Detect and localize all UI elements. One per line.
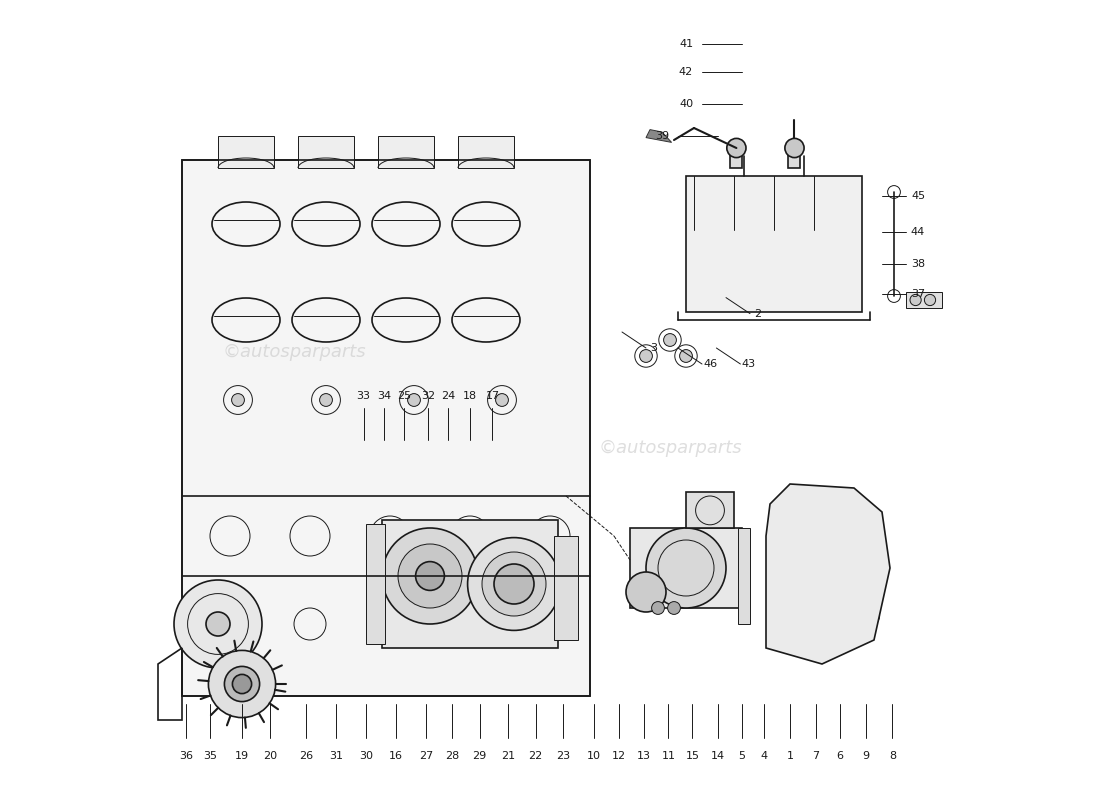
Text: 18: 18 [463,391,477,401]
Circle shape [910,294,921,306]
Bar [366,524,385,644]
Bar [788,148,800,168]
Text: 22: 22 [528,751,542,761]
Text: 36: 36 [179,751,192,761]
Circle shape [208,650,276,718]
Circle shape [626,572,666,612]
Bar [458,136,514,168]
Circle shape [398,544,462,608]
Bar [686,492,734,528]
Text: 44: 44 [911,227,925,237]
Circle shape [320,394,332,406]
Circle shape [232,674,252,694]
Text: 30: 30 [359,751,373,761]
Text: 19: 19 [235,751,249,761]
Circle shape [785,138,804,158]
Text: 5: 5 [738,751,746,761]
Text: 43: 43 [741,359,756,369]
Circle shape [663,334,676,346]
Circle shape [468,538,560,630]
Circle shape [866,612,874,620]
Text: 26: 26 [299,751,314,761]
Bar [554,536,578,640]
Text: 6: 6 [836,751,843,761]
Circle shape [494,564,534,604]
Text: 40: 40 [679,99,693,109]
Text: 39: 39 [654,131,669,141]
Text: 1: 1 [786,751,793,761]
Text: 37: 37 [911,289,925,298]
Text: ©autosparparts: ©autosparparts [222,343,366,361]
Text: 15: 15 [685,751,700,761]
Circle shape [382,528,478,624]
Circle shape [651,602,664,614]
Bar [298,136,354,168]
Circle shape [646,528,726,608]
Text: 21: 21 [502,751,516,761]
Text: 28: 28 [446,751,460,761]
Circle shape [224,666,260,702]
Circle shape [924,294,936,306]
Circle shape [639,350,652,362]
Text: 38: 38 [911,259,925,269]
Bar [730,148,743,168]
Circle shape [416,562,444,590]
Text: 9: 9 [862,751,870,761]
Bar [686,176,862,312]
Circle shape [727,138,746,158]
Text: 45: 45 [911,191,925,201]
Circle shape [866,540,874,548]
Circle shape [408,394,420,406]
Text: 34: 34 [377,391,392,401]
Circle shape [782,628,790,636]
Text: 11: 11 [661,751,675,761]
Text: 32: 32 [421,391,436,401]
Bar [378,136,434,168]
Text: 3: 3 [650,343,658,353]
Polygon shape [906,292,942,308]
Circle shape [482,552,546,616]
Text: 13: 13 [637,751,650,761]
Text: 7: 7 [812,751,820,761]
Circle shape [496,394,508,406]
Bar [630,528,742,608]
Text: 2: 2 [755,309,761,318]
Text: 14: 14 [711,751,725,761]
Circle shape [782,516,790,524]
Text: 42: 42 [679,67,693,77]
Text: 17: 17 [485,391,499,401]
Bar [218,136,274,168]
Circle shape [680,350,692,362]
Text: 35: 35 [204,751,217,761]
Circle shape [668,602,681,614]
Text: 46: 46 [703,359,717,369]
Bar [738,528,750,624]
Text: 29: 29 [473,751,486,761]
Text: 23: 23 [556,751,570,761]
Text: 41: 41 [679,39,693,49]
Text: 20: 20 [263,751,277,761]
Text: 12: 12 [612,751,626,761]
Polygon shape [646,130,672,142]
Text: 4: 4 [761,751,768,761]
Bar [182,160,590,696]
Circle shape [232,394,244,406]
Circle shape [174,580,262,668]
Text: 24: 24 [441,391,455,401]
Polygon shape [182,160,590,696]
Text: 33: 33 [356,391,371,401]
Bar [382,520,558,648]
Text: 25: 25 [397,391,411,401]
Text: ©autosparparts: ©autosparparts [598,439,741,457]
Text: 27: 27 [419,751,433,761]
Polygon shape [766,484,890,664]
Text: 16: 16 [388,751,403,761]
Text: 10: 10 [587,751,601,761]
Text: 31: 31 [329,751,343,761]
Circle shape [206,612,230,636]
Text: 8: 8 [889,751,896,761]
